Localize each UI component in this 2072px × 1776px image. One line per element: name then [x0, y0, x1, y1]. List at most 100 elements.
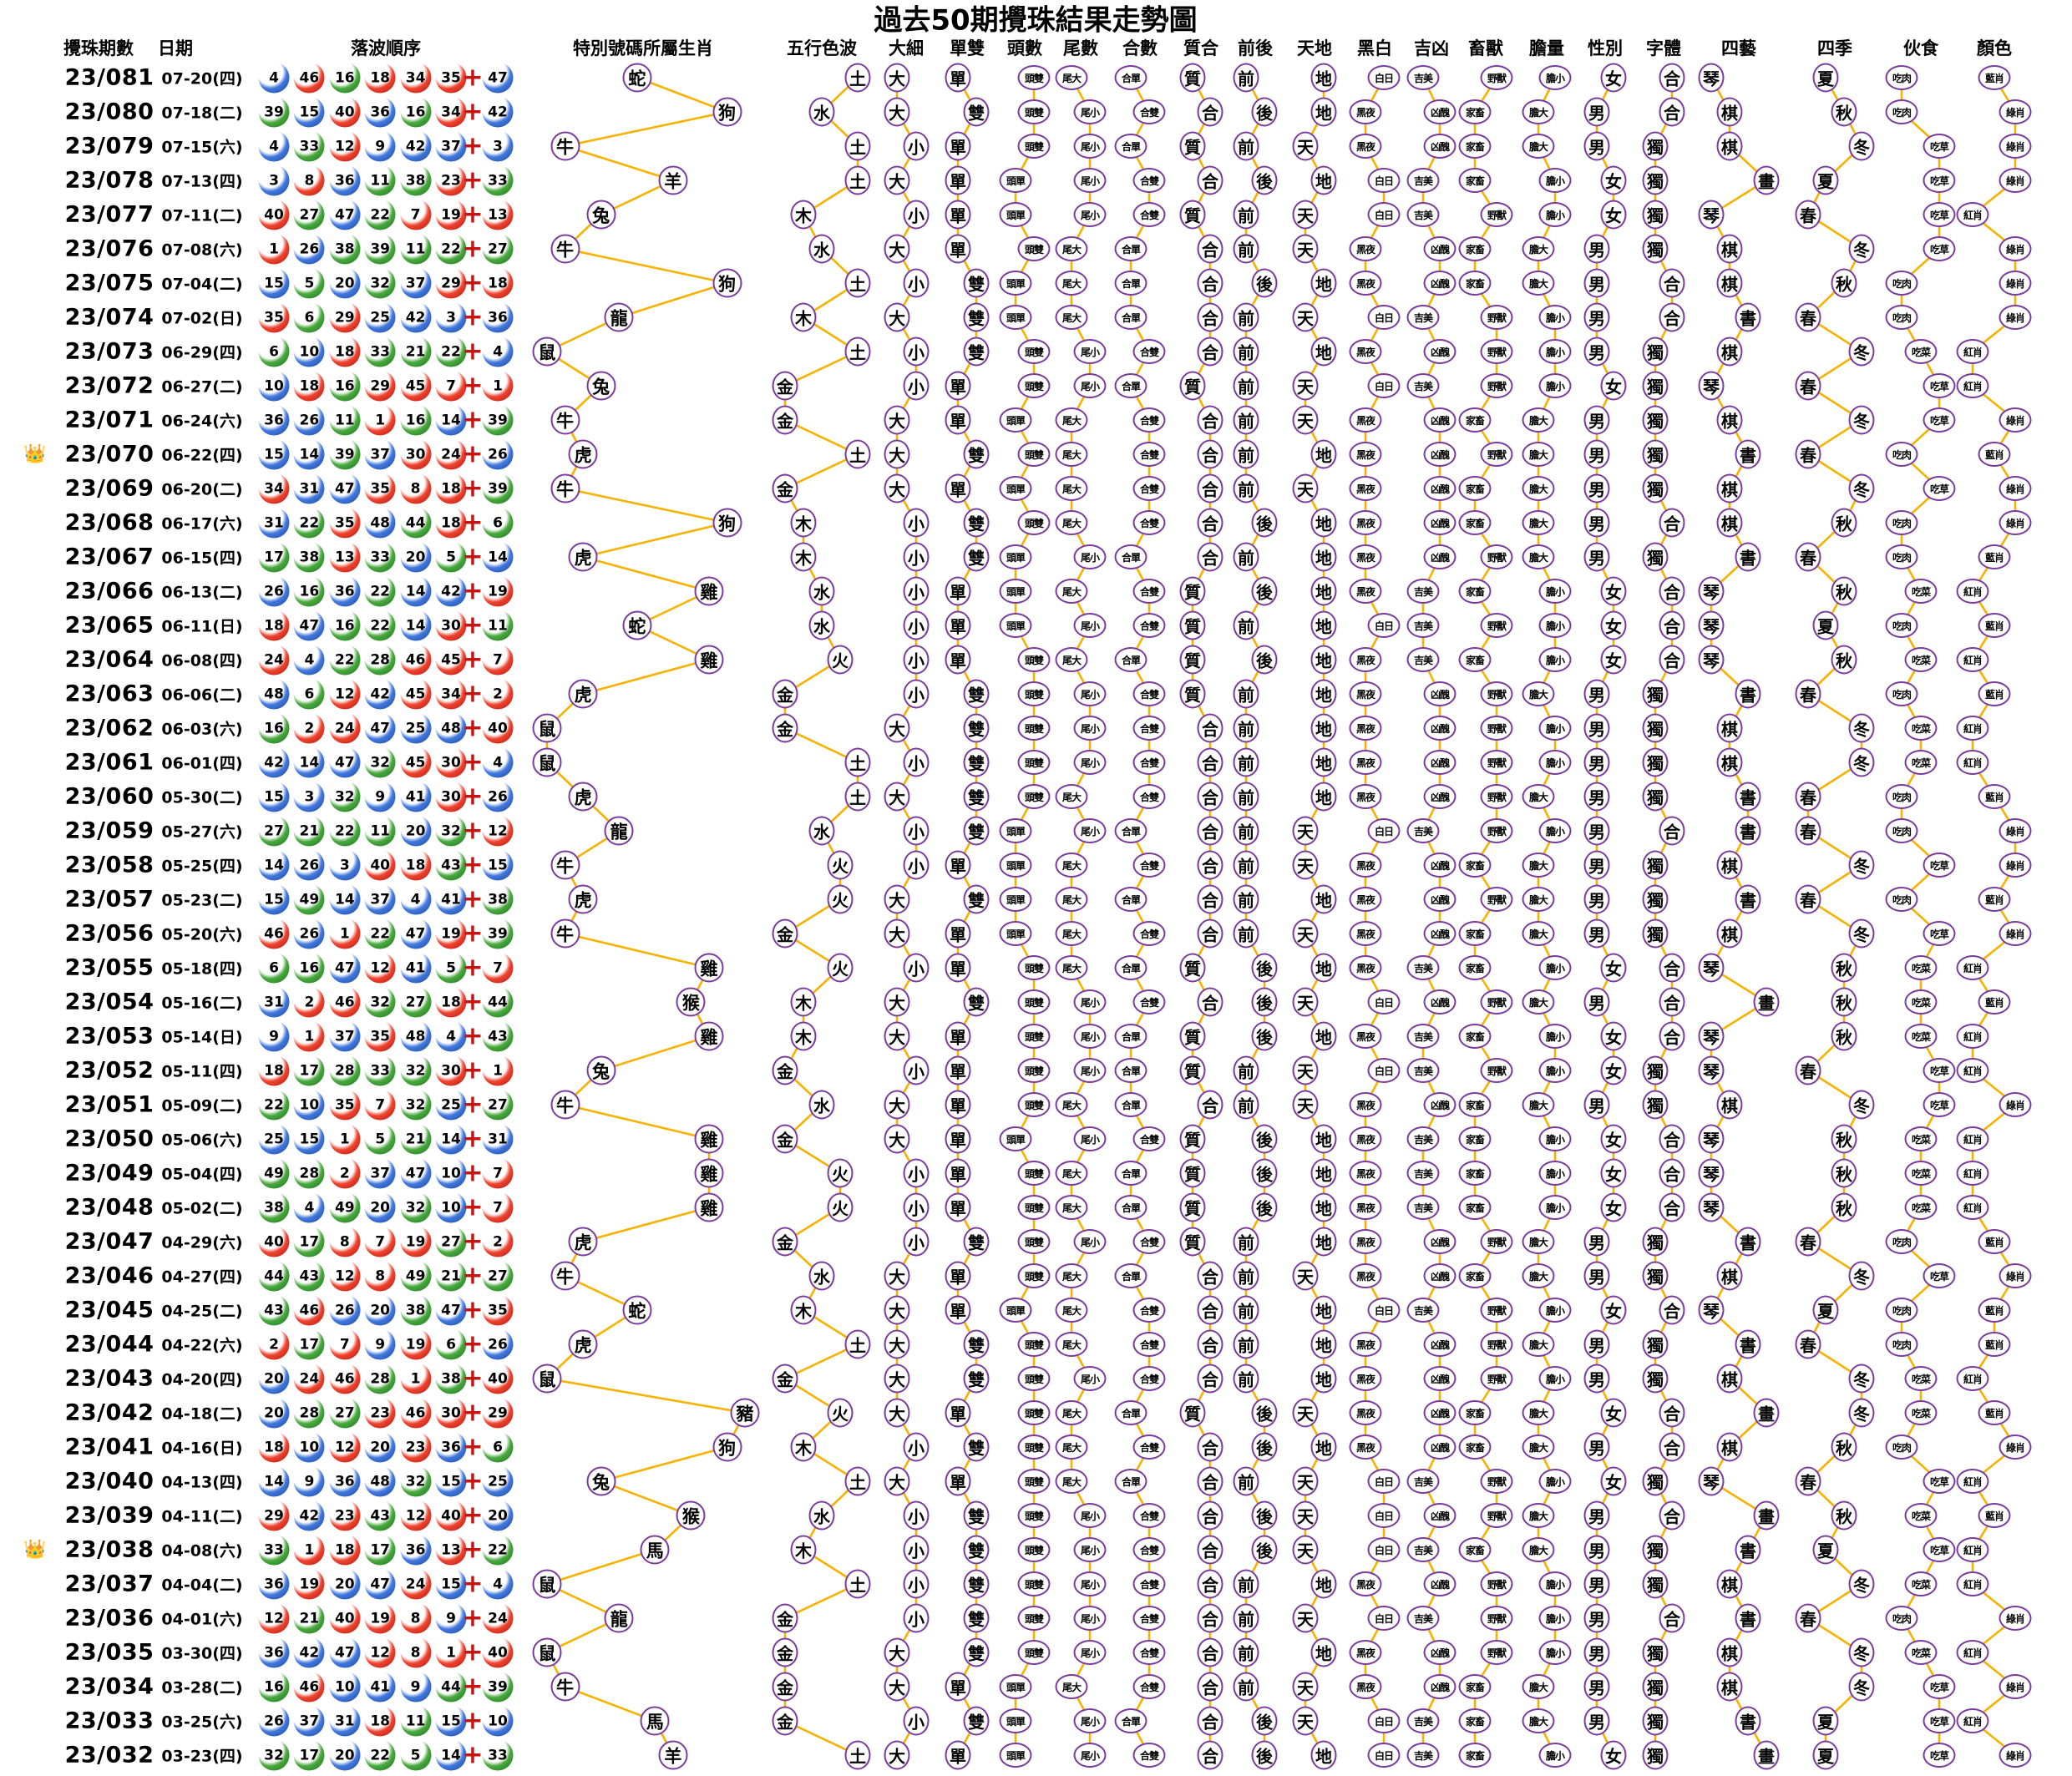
trend-node-jixiong: 凶醜: [1423, 476, 1456, 501]
trend-node-jixiong: 吉美: [1406, 1126, 1440, 1151]
row-date: 07-08(六): [161, 240, 243, 260]
drawn-ball: 24: [329, 712, 361, 744]
zodiac-node: 雞: [694, 1192, 724, 1222]
drawn-ball: 15: [293, 96, 325, 128]
trend-node-daxiao: 大: [884, 1740, 910, 1770]
trend-node-yanse: 紅肖: [1956, 750, 1989, 775]
trend-node-heibai: 黑夜: [1349, 1400, 1382, 1425]
trend-node-yanse: 綠肖: [1999, 476, 2032, 501]
trend-node-tiandi: 天: [1292, 1090, 1319, 1120]
drawn-ball: 4: [293, 644, 325, 675]
plus-sign: +: [462, 816, 484, 846]
drawn-ball: 28: [364, 644, 396, 675]
trend-node-yanse: 藍肖: [1978, 1298, 2011, 1323]
trend-node-heibai: 黑夜: [1349, 1263, 1382, 1288]
row-period: 23/032: [64, 1742, 155, 1768]
column-header-siyi: 四藝: [1721, 38, 1756, 58]
trend-node-siyi: 書: [1735, 542, 1761, 572]
trend-node-siyi: 琴: [1698, 1158, 1725, 1188]
trend-node-ziti: 獨: [1642, 200, 1669, 230]
trend-node-danshuang: 雙: [963, 884, 990, 914]
trend-node-danliang: 膽小: [1538, 373, 1572, 398]
trend-node-zhihe: 合: [1197, 1603, 1223, 1633]
drawn-ball: 12: [329, 130, 361, 162]
trend-node-ziti: 合: [1659, 1192, 1685, 1222]
trend-node-ziti: 合: [1659, 1124, 1685, 1154]
trend-node-daxiao: 大: [884, 713, 910, 743]
trend-node-wuxing: 金: [772, 918, 798, 949]
trend-node-danshuang: 單: [945, 200, 971, 230]
trend-node-danliang: 膽小: [1538, 1024, 1572, 1049]
drawn-ball: 24: [435, 438, 467, 470]
plus-sign: +: [462, 405, 484, 435]
drawn-ball: 9: [364, 781, 396, 812]
plus-sign: +: [462, 576, 484, 606]
trend-node-heibai: 黑夜: [1349, 1640, 1382, 1665]
trend-node-huoshi: 吃肉: [1885, 887, 1918, 912]
row-period: 23/054: [64, 989, 155, 1015]
trend-node-ziti: 獨: [1642, 679, 1669, 709]
drawn-ball: 31: [329, 1705, 361, 1737]
trend-node-toushu: 頭雙: [1017, 236, 1051, 261]
trend-node-chushou: 家畜: [1458, 1024, 1492, 1049]
row-period: 23/064: [64, 646, 155, 673]
row-period: 23/077: [64, 201, 155, 228]
drawn-ball: 19: [400, 1328, 432, 1360]
trend-node-weishu: 尾小: [1073, 1503, 1107, 1528]
trend-node-heibai: 白日: [1367, 1743, 1401, 1768]
drawn-ball: 49: [293, 883, 325, 915]
drawn-ball: 35: [258, 301, 290, 333]
drawn-ball: 25: [364, 301, 396, 333]
trend-node-danshuang: 單: [945, 1021, 971, 1051]
drawn-ball: 46: [329, 1363, 361, 1394]
drawn-ball: 37: [400, 267, 432, 299]
row-period: 23/057: [64, 886, 155, 913]
trend-node-danliang: 膽小: [1538, 579, 1572, 604]
trend-node-chushou: 家畜: [1458, 1434, 1492, 1460]
trend-node-tiandi: 地: [1310, 679, 1337, 709]
trend-node-ziti: 合: [1659, 97, 1685, 127]
special-ball: 6: [482, 507, 514, 539]
trend-node-xingbie: 女: [1600, 165, 1627, 195]
trend-node-siyi: 畫: [1753, 987, 1780, 1017]
trend-node-toushu: 頭雙: [1017, 750, 1051, 775]
trend-node-jixiong: 凶醜: [1423, 271, 1456, 296]
trend-node-danliang: 膽小: [1538, 65, 1572, 90]
trend-node-tiandi: 天: [1292, 1706, 1319, 1736]
trend-node-toushu: 頭雙: [1017, 716, 1051, 741]
drawn-ball: 43: [293, 1260, 325, 1292]
drawn-ball: 38: [435, 1363, 467, 1394]
trend-node-huoshi: 吃菜: [1904, 1366, 1938, 1391]
trend-node-tiandi: 天: [1292, 850, 1319, 880]
trend-node-weishu: 尾大: [1055, 1332, 1088, 1357]
trend-node-danliang: 膽小: [1538, 168, 1572, 193]
trend-node-tiandi: 地: [1310, 1364, 1337, 1394]
trend-node-siji: 冬: [1848, 1398, 1875, 1428]
trend-node-heshu: 合單: [1114, 373, 1147, 398]
drawn-ball: 33: [293, 130, 325, 162]
row-date: 06-13(二): [161, 583, 243, 602]
drawn-ball: 16: [329, 62, 361, 94]
drawn-ball: 42: [293, 1500, 325, 1531]
trend-node-xingbie: 女: [1600, 1466, 1627, 1496]
trend-node-yanse: 藍肖: [1978, 887, 2011, 912]
trend-node-tiandi: 地: [1310, 782, 1337, 812]
row-date: 04-22(六): [161, 1336, 243, 1355]
drawn-ball: 9: [400, 1671, 432, 1703]
trend-node-qianhou: 前: [1233, 1295, 1259, 1325]
trend-node-wuxing: 火: [827, 1192, 854, 1222]
trend-node-siji: 夏: [1812, 1706, 1839, 1736]
drawn-ball: 18: [258, 1431, 290, 1463]
special-ball: 1: [482, 370, 514, 402]
trend-node-wuxing: 土: [844, 131, 871, 161]
trend-node-danliang: 膽小: [1538, 305, 1572, 330]
plus-sign: +: [462, 1432, 484, 1462]
trend-node-xingbie: 男: [1583, 850, 1610, 880]
trend-node-chushou: 野獸: [1480, 373, 1513, 398]
plus-sign: +: [462, 953, 484, 983]
row-period: 23/055: [64, 954, 155, 981]
trend-node-daxiao: 小: [903, 953, 930, 983]
trend-node-jixiong: 凶醜: [1423, 1366, 1456, 1391]
trend-node-danshuang: 雙: [963, 1637, 990, 1667]
trend-node-zhihe: 質: [1179, 1192, 1206, 1222]
